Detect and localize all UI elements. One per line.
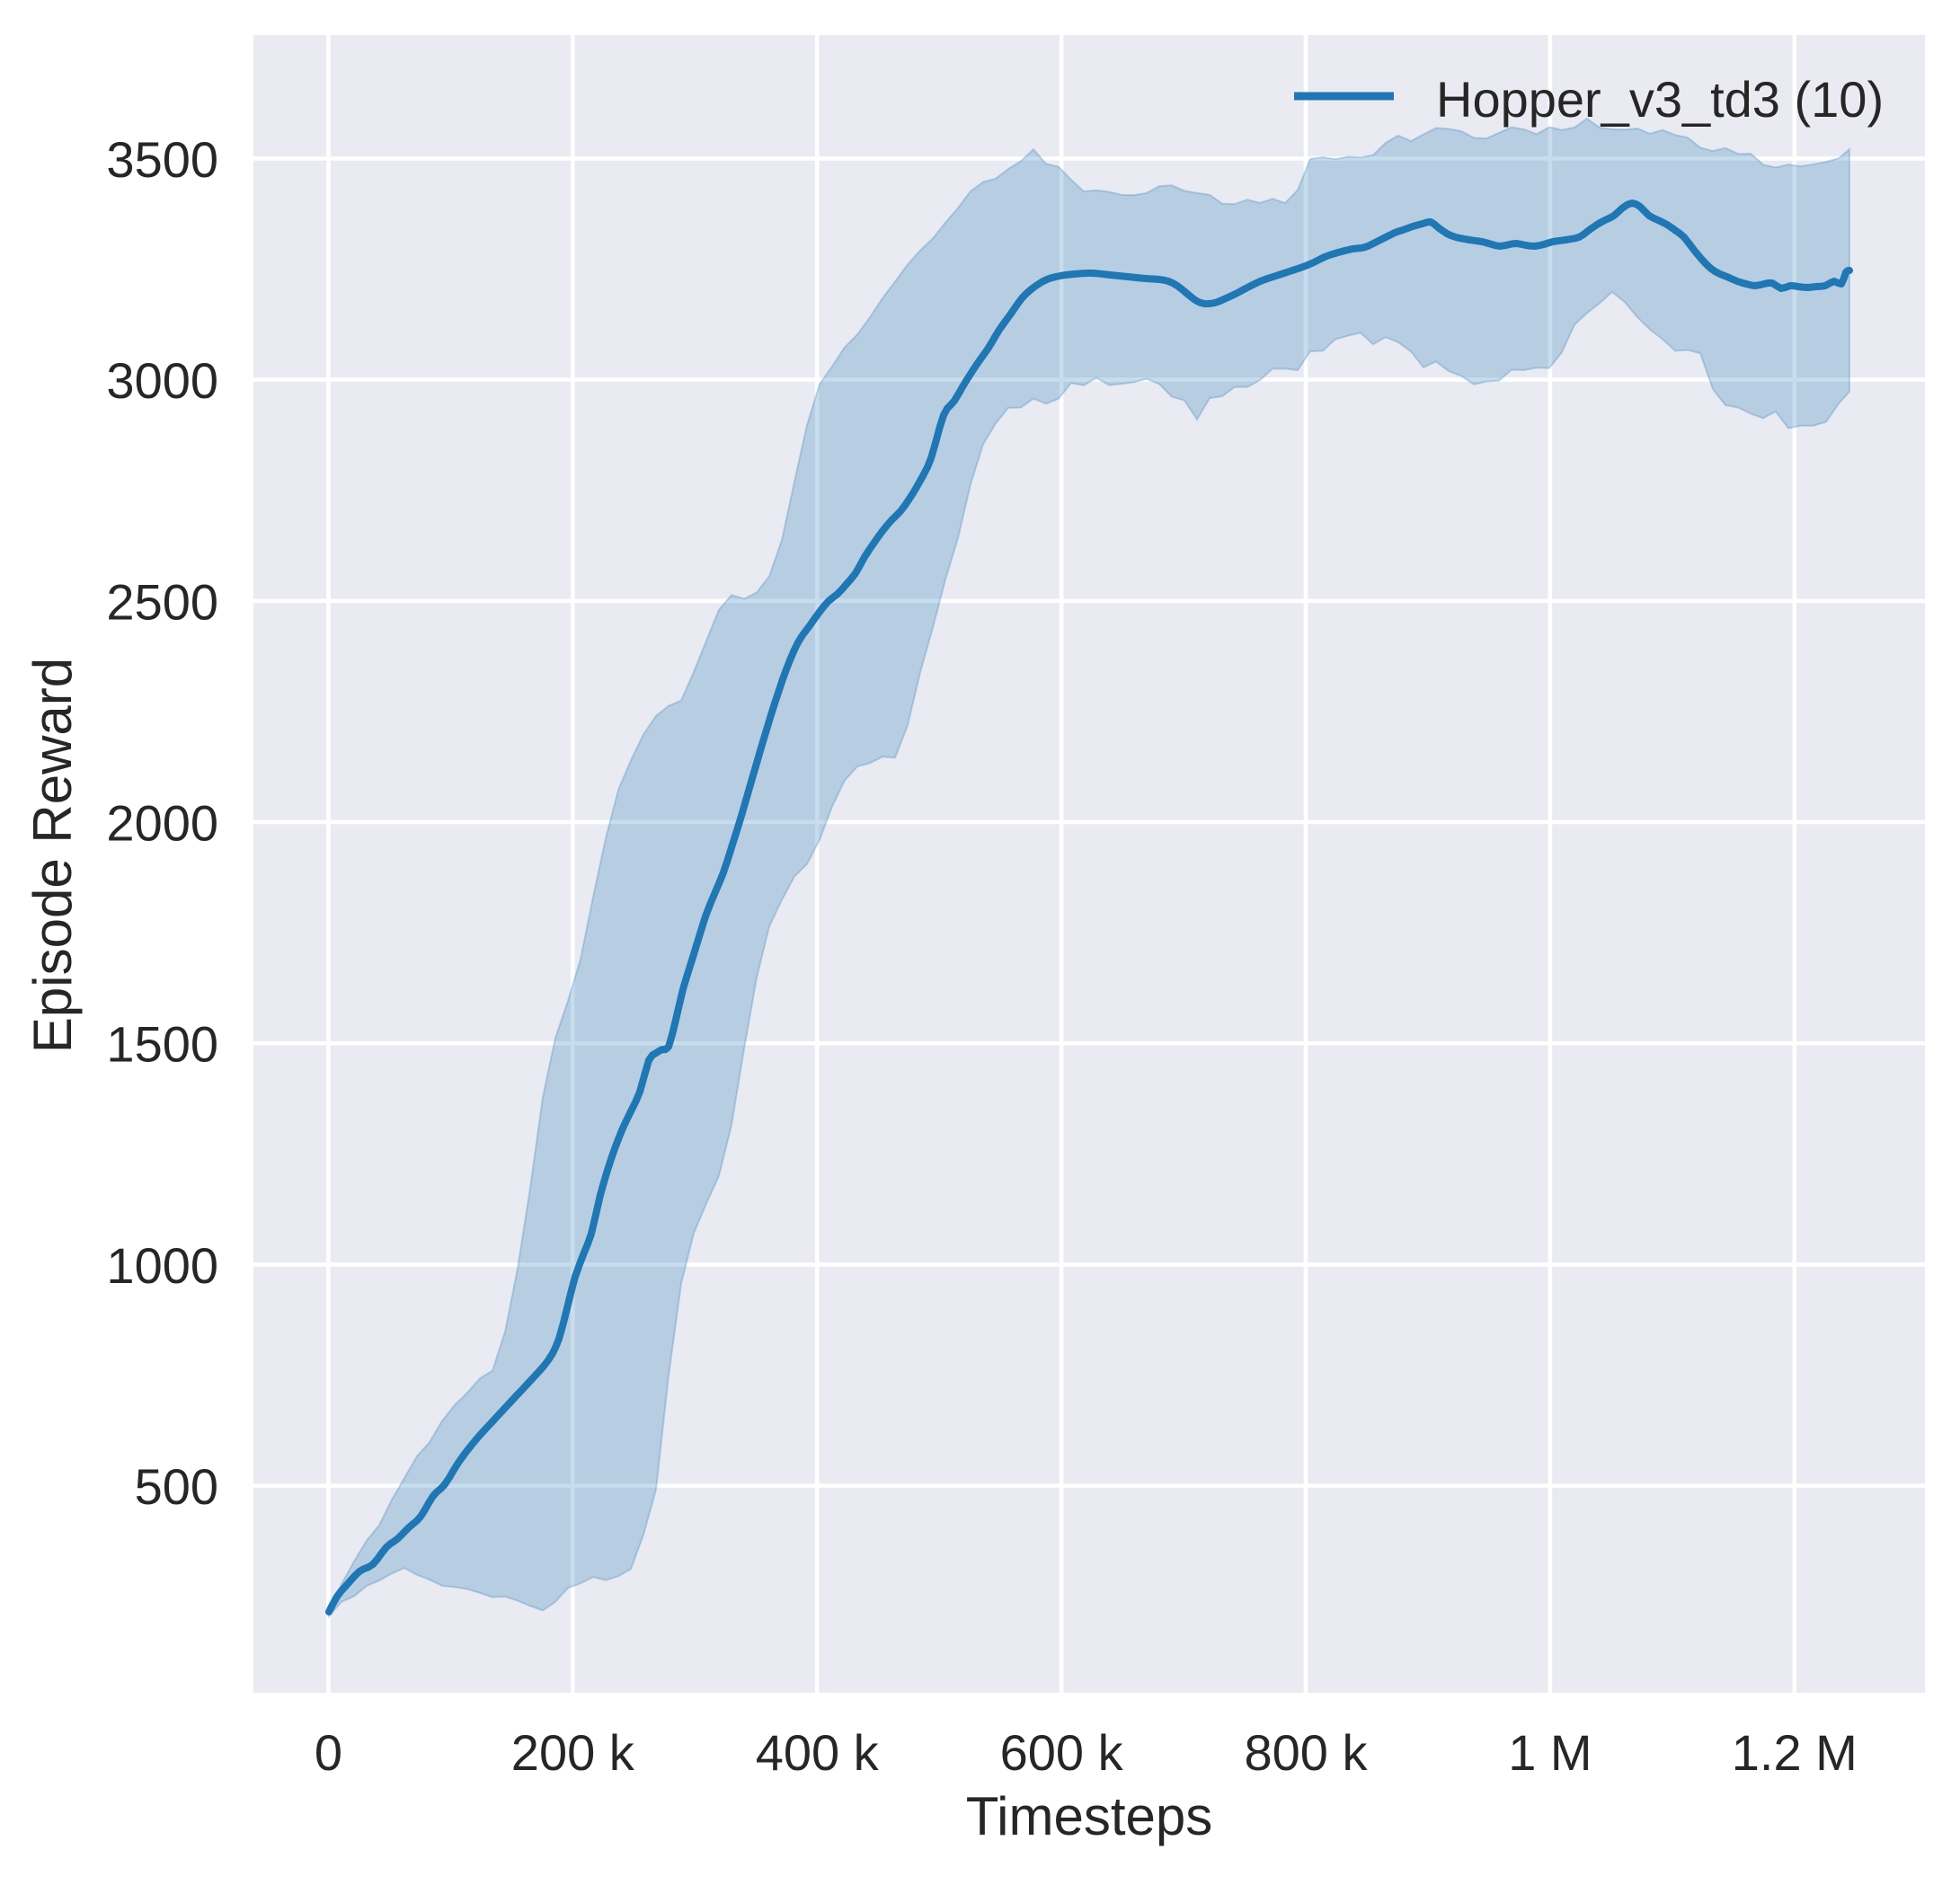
svg-text:Episode Reward: Episode Reward (22, 658, 83, 1053)
svg-text:1500: 1500 (106, 1016, 218, 1073)
svg-text:600 k: 600 k (1000, 1724, 1124, 1781)
svg-text:2000: 2000 (106, 795, 218, 852)
svg-text:3000: 3000 (106, 352, 218, 409)
svg-text:Timesteps: Timesteps (966, 1786, 1213, 1846)
svg-text:1 M: 1 M (1508, 1724, 1592, 1781)
svg-text:0: 0 (315, 1724, 342, 1781)
svg-text:400 k: 400 k (756, 1724, 880, 1781)
svg-text:Hopper_v3_td3 (10): Hopper_v3_td3 (10) (1436, 71, 1884, 128)
svg-text:3500: 3500 (106, 131, 218, 188)
svg-text:1.2 M: 1.2 M (1732, 1724, 1858, 1781)
svg-text:800 k: 800 k (1245, 1724, 1369, 1781)
svg-text:200 k: 200 k (511, 1724, 635, 1781)
svg-text:1000: 1000 (106, 1237, 218, 1294)
svg-text:500: 500 (135, 1458, 218, 1515)
svg-text:2500: 2500 (106, 573, 218, 630)
